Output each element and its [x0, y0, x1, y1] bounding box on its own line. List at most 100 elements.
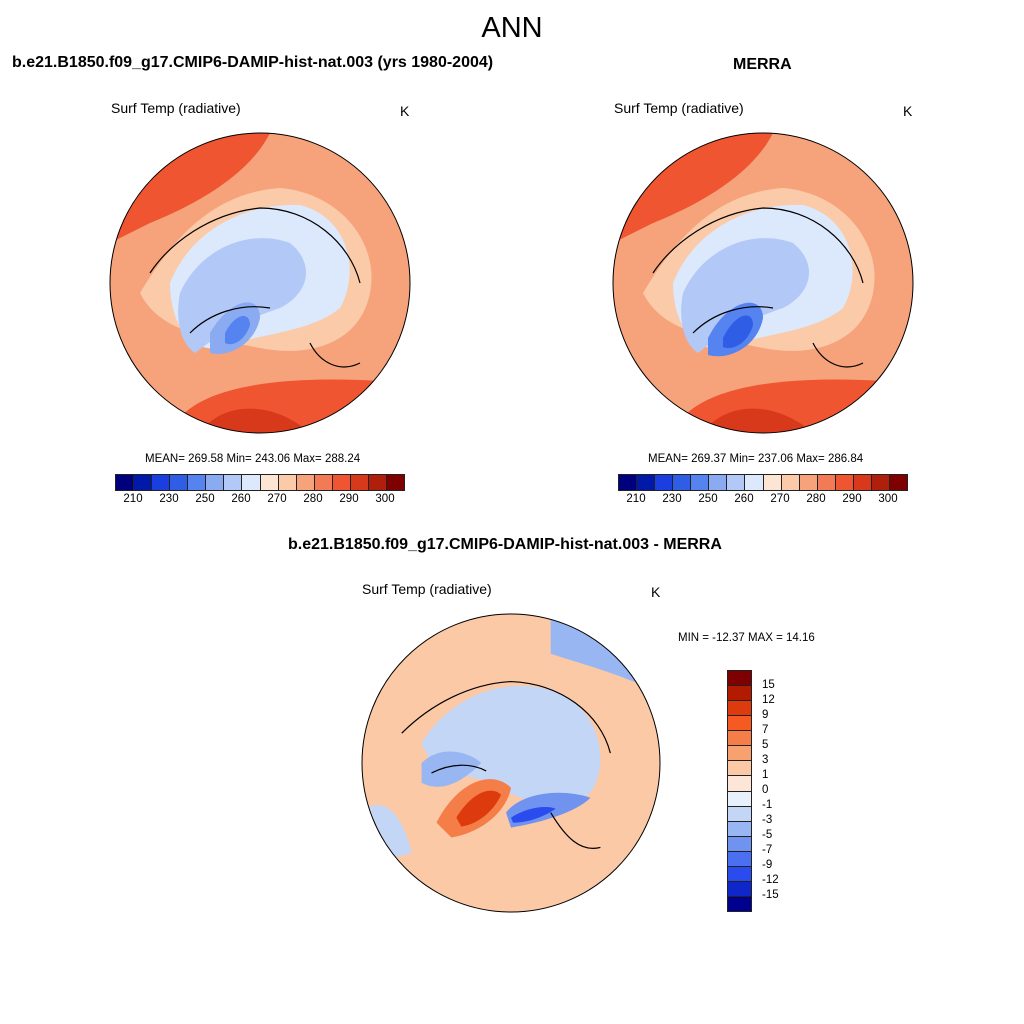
left-colorbar-swatch [314, 475, 333, 490]
right-colorbar-swatch [835, 475, 854, 490]
diff-colorbar-swatch [728, 716, 751, 732]
right-colorbar-swatch [691, 475, 710, 490]
left-colorbar [115, 474, 405, 491]
diff-colorbar-swatch [728, 746, 751, 762]
left-colorbar-tick-label: 250 [195, 493, 215, 505]
panel-diff-title: b.e21.B1850.f09_g17.CMIP6-DAMIP-hist-nat… [288, 536, 722, 553]
right-units-label: K [903, 103, 913, 119]
diff-colorbar-swatch [728, 851, 751, 867]
right-colorbar-swatch [763, 475, 782, 490]
right-colorbar-tick-label: 250 [698, 493, 718, 505]
left-colorbar-swatch [350, 475, 369, 490]
left-colorbar-swatch [224, 475, 243, 490]
diff-colorbar-tick-label: 1 [762, 769, 769, 781]
left-colorbar-swatch [152, 475, 171, 490]
diff-colorbar-swatch [728, 686, 751, 702]
right-colorbar-swatch [799, 475, 818, 490]
diff-colorbar-swatch [728, 806, 751, 822]
figure-suptitle: ANN [481, 12, 543, 44]
diff-colorbar-swatch [728, 791, 751, 807]
right-colorbar-swatch [727, 475, 746, 490]
right-colorbar-tick-label: 260 [734, 493, 754, 505]
left-colorbar-swatch [134, 475, 153, 490]
diff-colorbar-tick-label: -15 [762, 889, 779, 901]
left-colorbar-swatch [368, 475, 387, 490]
diff-units-label: K [651, 584, 661, 600]
diff-colorbar-tick-label: -7 [762, 844, 773, 856]
diff-colorbar-tick-label: -9 [762, 859, 773, 871]
diff-colorbar-swatch [728, 821, 751, 837]
diff-colorbar-tick-label: 12 [762, 694, 775, 706]
left-colorbar-swatch [116, 475, 135, 490]
right-colorbar-swatch [673, 475, 692, 490]
right-colorbar-swatch [637, 475, 656, 490]
left-colorbar-tick-label: 270 [267, 493, 287, 505]
right-colorbar-tick-label: 210 [626, 493, 646, 505]
diff-colorbar-tick-label: 0 [762, 784, 769, 796]
right-colorbar-ticks: 210 230 250 260 270 280 290 300 [618, 493, 906, 507]
left-colorbar-swatch [332, 475, 351, 490]
diff-colorbar-swatch [728, 866, 751, 882]
right-polar-map [612, 132, 914, 434]
diff-colorbar-tick-label: 5 [762, 739, 769, 751]
left-colorbar-swatch [296, 475, 315, 490]
left-colorbar-tick-label: 230 [159, 493, 179, 505]
right-colorbar-swatch [817, 475, 836, 490]
right-colorbar-tick-label: 300 [878, 493, 898, 505]
left-colorbar-swatch [242, 475, 261, 490]
diff-colorbar-ticks: 15 12 9 7 5 3 1 0 -1 -3 -5 -7 -9 -12 -15 [762, 670, 802, 910]
diff-variable-label: Surf Temp (radiative) [362, 581, 492, 597]
diff-colorbar-tick-label: 3 [762, 754, 769, 766]
diff-colorbar-swatch [728, 701, 751, 717]
diff-colorbar-tick-label: -3 [762, 814, 773, 826]
right-colorbar-swatch [655, 475, 674, 490]
diff-colorbar [727, 670, 752, 912]
right-stats-text: MEAN= 269.37 Min= 237.06 Max= 286.84 [648, 453, 864, 465]
right-colorbar-swatch [781, 475, 800, 490]
diff-colorbar-swatch [728, 671, 751, 687]
left-colorbar-swatch [170, 475, 189, 490]
diff-colorbar-swatch [728, 896, 751, 911]
left-colorbar-tick-label: 260 [231, 493, 251, 505]
right-colorbar-tick-label: 290 [842, 493, 862, 505]
left-colorbar-ticks: 210 230 250 260 270 280 290 300 [115, 493, 403, 507]
diff-colorbar-swatch [728, 776, 751, 792]
diff-colorbar-tick-label: 7 [762, 724, 769, 736]
diff-colorbar-tick-label: -1 [762, 799, 773, 811]
left-variable-label: Surf Temp (radiative) [111, 100, 241, 116]
left-colorbar-tick-label: 300 [375, 493, 395, 505]
right-colorbar-swatch [889, 475, 907, 490]
right-colorbar-swatch [871, 475, 890, 490]
left-polar-map [109, 132, 411, 434]
right-colorbar-swatch [709, 475, 728, 490]
right-colorbar [618, 474, 908, 491]
diff-polar-map [361, 613, 661, 913]
left-colorbar-tick-label: 210 [123, 493, 143, 505]
left-colorbar-swatch [278, 475, 297, 490]
diff-colorbar-swatch [728, 881, 751, 897]
left-colorbar-tick-label: 280 [303, 493, 323, 505]
left-colorbar-swatch [206, 475, 225, 490]
right-colorbar-tick-label: 270 [770, 493, 790, 505]
right-variable-label: Surf Temp (radiative) [614, 100, 744, 116]
diff-colorbar-tick-label: -12 [762, 874, 779, 886]
left-colorbar-swatch [260, 475, 279, 490]
left-units-label: K [400, 103, 410, 119]
diff-colorbar-swatch [728, 731, 751, 747]
left-colorbar-swatch [188, 475, 207, 490]
right-colorbar-tick-label: 280 [806, 493, 826, 505]
right-colorbar-tick-label: 230 [662, 493, 682, 505]
diff-colorbar-swatch [728, 761, 751, 777]
diff-colorbar-tick-label: 9 [762, 709, 769, 721]
diff-colorbar-swatch [728, 836, 751, 852]
diff-colorbar-tick-label: 15 [762, 679, 775, 691]
right-colorbar-swatch [619, 475, 638, 490]
left-colorbar-swatch [386, 475, 404, 490]
diff-colorbar-tick-label: -5 [762, 829, 773, 841]
left-stats-text: MEAN= 269.58 Min= 243.06 Max= 288.24 [145, 453, 361, 465]
right-colorbar-swatch [853, 475, 872, 490]
left-colorbar-tick-label: 290 [339, 493, 359, 505]
diff-stats-text: MIN = -12.37 MAX = 14.16 [678, 632, 815, 644]
panel-left-title: b.e21.B1850.f09_g17.CMIP6-DAMIP-hist-nat… [12, 54, 494, 71]
panel-right-title: MERRA [733, 56, 792, 73]
